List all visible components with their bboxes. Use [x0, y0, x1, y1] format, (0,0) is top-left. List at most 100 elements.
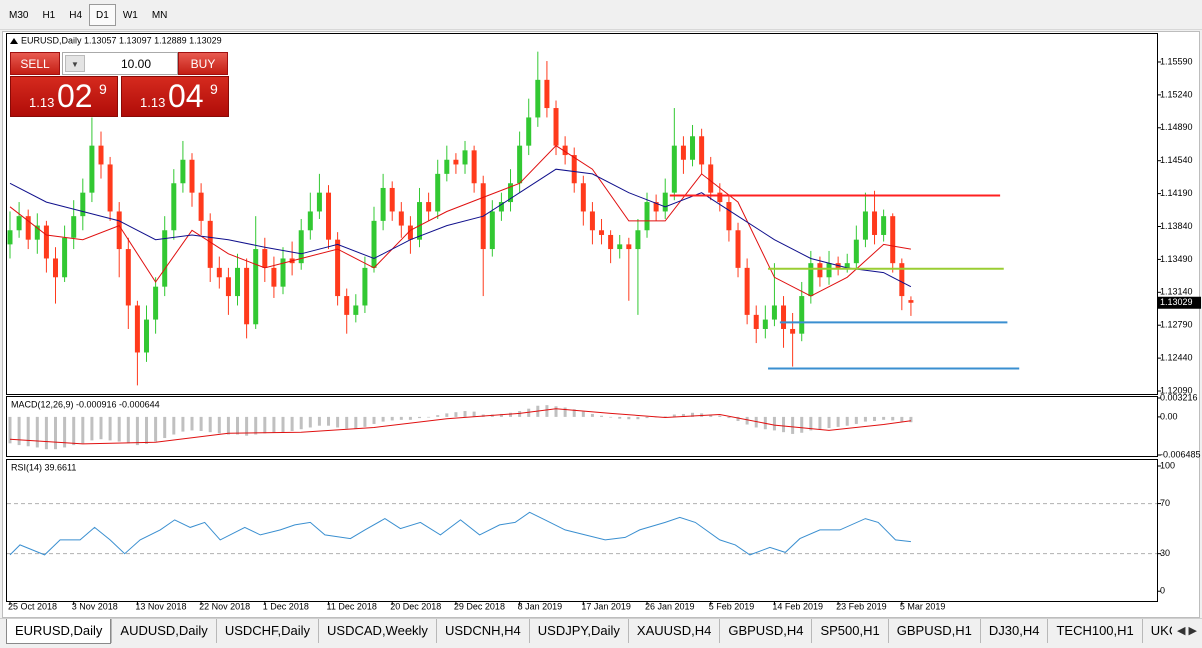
timeframe-button[interactable]: H4 — [69, 9, 83, 21]
macd-bar — [709, 414, 713, 417]
chart-tab[interactable]: USDCNH,H4 — [435, 619, 529, 643]
candle-body — [380, 187, 386, 221]
macd-bar — [727, 416, 731, 419]
macd-bar — [900, 416, 904, 422]
y-tick-label: 70 — [1160, 498, 1170, 508]
x-tick-label: 20 Dec 2018 — [390, 601, 441, 611]
macd-bar — [154, 416, 158, 442]
macd-bar — [436, 415, 440, 417]
last-price-label: 1.13029 — [1160, 297, 1193, 307]
x-tick-label: 3 Nov 2018 — [72, 601, 118, 611]
x-tick-label: 29 Dec 2018 — [454, 601, 505, 611]
candle-body — [535, 79, 541, 118]
timeframe-button[interactable]: W1 — [122, 9, 138, 21]
y-tick-label: 1.15590 — [1160, 56, 1193, 66]
candle-body — [862, 211, 868, 240]
chart-tab[interactable]: GBPUSD,H1 — [887, 619, 980, 643]
candle-body — [462, 150, 468, 165]
candle-body — [62, 237, 68, 278]
sell-button[interactable]: SELL — [10, 52, 60, 75]
timeframe-button[interactable]: D1 — [89, 3, 116, 26]
macd-bar — [99, 416, 103, 440]
macd-bar — [418, 416, 422, 419]
macd-bar — [736, 416, 740, 422]
y-tick-label: 1.12090 — [1160, 385, 1193, 395]
timeframe-button[interactable]: H1 — [42, 9, 56, 21]
candle-body — [735, 230, 741, 268]
macd-bar — [226, 416, 230, 435]
chart-tab[interactable]: SP500,H1 — [811, 619, 887, 643]
macd-bar — [618, 416, 622, 419]
macd-bar — [35, 416, 39, 448]
candle-body — [180, 159, 186, 184]
candle-body — [253, 249, 259, 325]
candle-body — [498, 202, 504, 212]
candle-body — [608, 234, 614, 250]
candle-body — [7, 230, 13, 245]
chart-tab[interactable]: AUDUSD,Daily — [111, 619, 215, 643]
chart-tab[interactable]: USDCAD,Weekly — [318, 619, 436, 643]
bid-point: 9 — [99, 81, 107, 97]
macd-bar — [454, 412, 458, 417]
y-tick-label: 100 — [1160, 460, 1175, 470]
macd-bar — [81, 416, 85, 444]
macd-bar — [26, 416, 30, 447]
macd-bar — [672, 414, 676, 417]
lot-down[interactable]: ▼ — [65, 55, 85, 72]
candle-body — [426, 202, 432, 212]
x-tick-label: 14 Feb 2019 — [772, 601, 823, 611]
candle-body — [125, 249, 131, 306]
candle-body — [98, 145, 104, 165]
macd-bar — [509, 412, 513, 417]
candle-body — [662, 192, 668, 212]
timeframe-button[interactable]: M30 — [9, 9, 29, 21]
candle-body — [16, 216, 22, 231]
candle-body — [144, 319, 150, 353]
chart-tab[interactable]: XAUUSD,H4 — [627, 619, 719, 643]
candle-body — [553, 108, 559, 146]
chart-tab[interactable]: DJ30,H4 — [979, 619, 1048, 643]
macd-bar — [72, 416, 76, 446]
macd-bar — [809, 416, 813, 431]
bid-price[interactable]: 1.13 02 9 — [10, 76, 118, 117]
chart-tab[interactable]: TECH100,H1 — [1047, 619, 1141, 643]
indicator-title: RSI(14) 39.6611 — [11, 462, 76, 472]
lot-input[interactable]: ▼ 10.00 — [62, 52, 178, 75]
candle-body — [25, 216, 31, 240]
candle-body — [890, 216, 896, 264]
candle-body — [790, 328, 796, 334]
macd-bar — [381, 416, 385, 422]
macd-bar — [372, 416, 376, 424]
macd-bar — [90, 416, 94, 441]
candle-body — [34, 225, 40, 240]
x-tick-label: 5 Feb 2019 — [709, 601, 755, 611]
macd-bar — [354, 416, 358, 429]
macd-bar — [691, 412, 695, 417]
chart-tab[interactable]: GBPUSD,H4 — [719, 619, 811, 643]
tab-scroll[interactable]: ◀ ▶ — [1172, 620, 1202, 642]
buy-button[interactable]: BUY — [178, 52, 228, 75]
candle-body — [799, 296, 805, 334]
y-tick-label: 1.13840 — [1160, 221, 1193, 231]
chart-tab[interactable]: UKC — [1141, 619, 1186, 643]
collapse-icon — [10, 38, 18, 44]
chart-tab[interactable]: EURUSD,Daily — [6, 619, 112, 644]
macd-bar — [863, 416, 867, 422]
macd-bar — [172, 416, 176, 435]
macd-bar — [208, 416, 212, 433]
candle-body — [826, 263, 832, 278]
last-price-box — [1158, 296, 1201, 309]
candle-body — [216, 267, 222, 278]
timeframe-button[interactable]: MN — [151, 9, 168, 21]
candle-body — [562, 145, 568, 156]
chart-tab[interactable]: USDCHF,Daily — [215, 619, 318, 643]
y-tick-label: 1.13140 — [1160, 287, 1193, 297]
chart-tab[interactable]: USDJPY,Daily — [528, 619, 628, 643]
candle-body — [580, 183, 586, 212]
candle-body — [635, 230, 641, 250]
candle-body — [680, 145, 686, 160]
macd-bar — [308, 416, 312, 428]
x-tick-label: 26 Jan 2019 — [645, 601, 695, 611]
ask-price[interactable]: 1.13 04 9 — [121, 76, 229, 117]
macd-bar — [681, 413, 685, 417]
